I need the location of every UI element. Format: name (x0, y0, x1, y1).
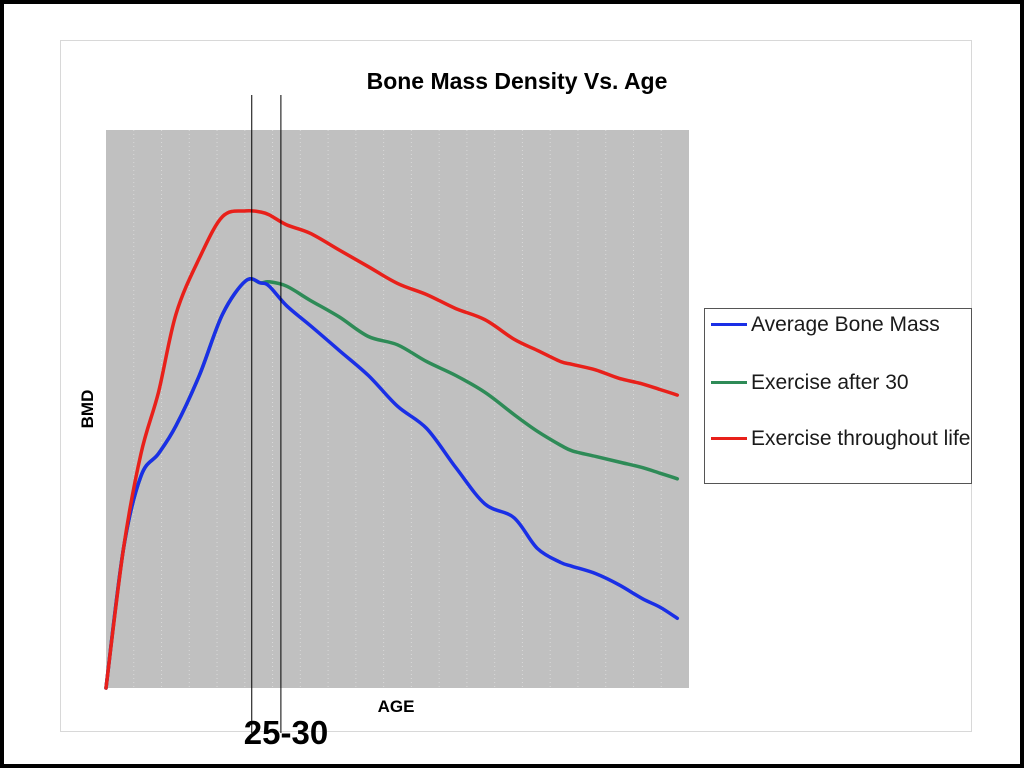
legend-label: Exercise throughout life (751, 427, 971, 450)
chart-title: Bone Mass Density Vs. Age (367, 68, 668, 94)
legend-swatch-average (711, 323, 747, 326)
x-axis-label: AGE (378, 697, 415, 716)
series-line-exercise-throughout-life (104, 208, 680, 690)
chart-svg: Bone Mass Density Vs. Age AGE BMD (78, 68, 689, 733)
legend-label: Exercise after 30 (751, 371, 909, 394)
range-marker-lines (251, 95, 282, 733)
legend-swatch-exercise-throughout (711, 437, 747, 440)
series-line-average-bone-mass (104, 276, 680, 690)
chart-area: Bone Mass Density Vs. Age AGE BMD Averag… (60, 40, 972, 733)
legend-swatch-exercise-after (711, 381, 747, 384)
chart-legend: Average Bone Mass Exercise after 30 Exer… (704, 308, 972, 484)
y-axis-label: BMD (78, 390, 97, 429)
plot-background (106, 130, 689, 688)
series-lines (104, 208, 680, 690)
legend-label: Average Bone Mass (751, 313, 940, 336)
age-range-annotation: 25-30 (243, 714, 329, 751)
